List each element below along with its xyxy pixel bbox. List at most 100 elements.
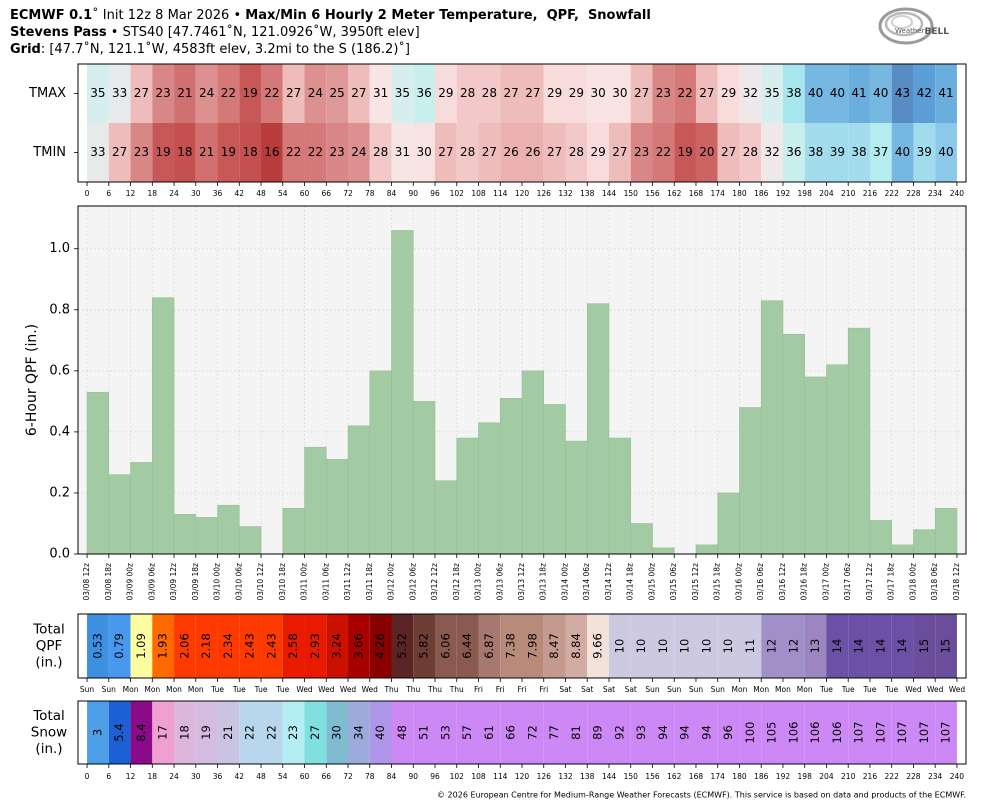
x-tick-label: 60	[300, 189, 310, 198]
cell	[782, 64, 805, 123]
cell-label: 15	[917, 639, 931, 654]
bar	[891, 544, 914, 555]
cell-label: 22	[221, 86, 236, 100]
cell-label: 30	[330, 725, 344, 740]
cell	[478, 123, 501, 182]
cell	[695, 614, 718, 678]
x-tick-label: 156	[645, 189, 660, 198]
cell-label: 22	[264, 86, 279, 100]
cell	[261, 701, 283, 764]
cell	[782, 701, 805, 764]
x-tick-label: 126	[537, 772, 552, 781]
cell-label: 28	[460, 86, 475, 100]
logo-part: BELL	[924, 27, 949, 37]
cell-label: 93	[634, 725, 648, 740]
cell-label: 0.53	[90, 633, 104, 659]
cell-label: 106	[808, 722, 822, 744]
cell	[587, 123, 609, 182]
cell-label: 6.44	[460, 633, 474, 659]
header-line: Stevens Pass • STS40 [47.7461˚N, 121.092…	[10, 24, 420, 40]
x-tick-label: 03/10 18z	[278, 563, 287, 601]
bar	[108, 474, 131, 555]
x-tick-label: 186	[754, 189, 769, 198]
x-tick-label: 12	[126, 772, 136, 781]
cell-label: 21	[221, 725, 235, 740]
x-tick-label: 180	[732, 772, 747, 781]
cell	[891, 614, 914, 678]
cell	[195, 701, 218, 764]
cell	[456, 701, 479, 764]
x-tick-label: Fri	[474, 685, 483, 694]
x-tick-label: 222	[885, 772, 900, 781]
cell	[348, 701, 370, 764]
cell	[282, 614, 305, 678]
cell-label: 10	[699, 639, 713, 654]
cell	[239, 614, 262, 678]
cell	[695, 123, 718, 182]
cell-label: 23	[156, 86, 171, 100]
x-tick-label: 03/13 06z	[495, 563, 504, 601]
cell	[717, 614, 740, 678]
x-tick-label: 03/09 18z	[191, 563, 200, 601]
cell	[435, 614, 457, 678]
cell-label: 2.58	[286, 633, 300, 659]
cell-label: 29	[721, 86, 736, 100]
x-tick-label: 03/10 00z	[213, 563, 222, 601]
cell-label: 12	[786, 639, 800, 654]
x-tick-label: 66	[322, 772, 332, 781]
cell-label: 40	[830, 86, 845, 100]
cell-label: 29	[590, 145, 605, 159]
bar	[239, 526, 262, 555]
x-tick-label: 150	[624, 189, 639, 198]
x-tick-label: 210	[841, 772, 856, 781]
cell	[456, 614, 479, 678]
x-tick-label: 216	[863, 772, 878, 781]
cell-label: 22	[243, 725, 257, 740]
x-tick-label: 222	[885, 189, 900, 198]
cell-label: 23	[656, 86, 671, 100]
bar	[869, 520, 892, 555]
header: ECMWF 0.1˚ Init 12z 8 Mar 2026 • Max/Min…	[10, 7, 651, 57]
bar	[478, 422, 501, 555]
bar	[152, 297, 175, 555]
x-tick-label: 0	[85, 772, 90, 781]
cell	[826, 701, 849, 764]
cell-label: 14	[873, 639, 887, 654]
x-tick-label: 150	[624, 772, 639, 781]
cell-label: 14	[830, 639, 844, 654]
cell-label: 40	[873, 86, 888, 100]
x-tick-label: 03/16 12z	[778, 563, 787, 601]
cell-label: 94	[678, 725, 692, 740]
cell-label: 7.38	[504, 633, 518, 659]
x-tick-label: Wed	[318, 685, 335, 694]
x-tick-label: 180	[732, 189, 747, 198]
cell	[804, 614, 827, 678]
cell	[913, 614, 936, 678]
cell	[782, 614, 805, 678]
bar	[195, 517, 218, 555]
x-tick-label: 78	[365, 772, 375, 781]
x-tick-label: 24	[169, 772, 179, 781]
cell-label: 26	[503, 145, 518, 159]
cell	[587, 64, 609, 123]
x-tick-label: 6	[106, 772, 111, 781]
cell	[739, 64, 762, 123]
x-tick-label: Sun	[80, 685, 95, 694]
x-tick-label: 120	[515, 189, 530, 198]
cell	[891, 123, 914, 182]
x-tick-label: 156	[645, 772, 660, 781]
x-tick-label: 03/16 06z	[756, 563, 765, 601]
cell	[935, 614, 957, 678]
cell	[348, 614, 370, 678]
x-tick-label: 03/12 06z	[408, 563, 417, 601]
x-tick-label: 03/11 00z	[300, 563, 309, 601]
cell-label: 27	[112, 145, 127, 159]
cell	[239, 701, 262, 764]
cell	[804, 701, 827, 764]
cell	[913, 701, 936, 764]
cell	[608, 701, 631, 764]
cell	[891, 701, 914, 764]
cell-label: 39	[830, 145, 845, 159]
x-tick-label: Tue	[275, 685, 289, 694]
x-tick-label: 240	[950, 189, 965, 198]
